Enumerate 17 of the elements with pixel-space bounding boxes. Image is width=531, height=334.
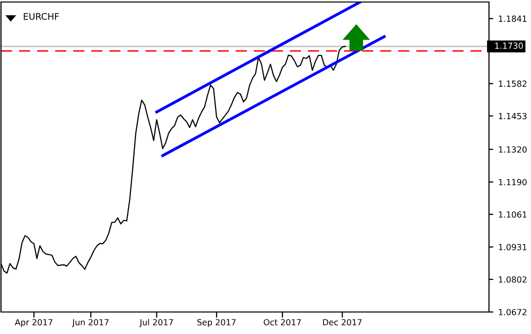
x-tick-label: Jun 2017 xyxy=(72,319,109,327)
y-tick-label: 1.1841 xyxy=(498,16,526,22)
y-tick-label: 1.0931 xyxy=(498,244,526,250)
y-tick-label: 1.1320 xyxy=(498,146,527,153)
y-tick-label: 1.0672 xyxy=(498,308,526,316)
y-tick-label: 1.1061 xyxy=(498,211,526,218)
ref-line-label: 1.1730 xyxy=(495,42,523,49)
x-tick-label: Sep 2017 xyxy=(197,319,236,328)
x-tick-label: Jul 2017 xyxy=(139,318,173,327)
y-tick-label: 1.1190 xyxy=(498,178,527,186)
text: EURCHF xyxy=(24,13,59,20)
y-tick-label: 1.1453 xyxy=(498,112,527,120)
y-tick-label: 1.1582 xyxy=(498,80,526,87)
y-tick-label: 1.0802 xyxy=(498,276,526,283)
x-tick-label: Oct 2017 xyxy=(264,319,301,326)
x-tick-label: Apr 2017 xyxy=(14,319,52,328)
x-tick-label: Dec 2017 xyxy=(323,319,362,326)
